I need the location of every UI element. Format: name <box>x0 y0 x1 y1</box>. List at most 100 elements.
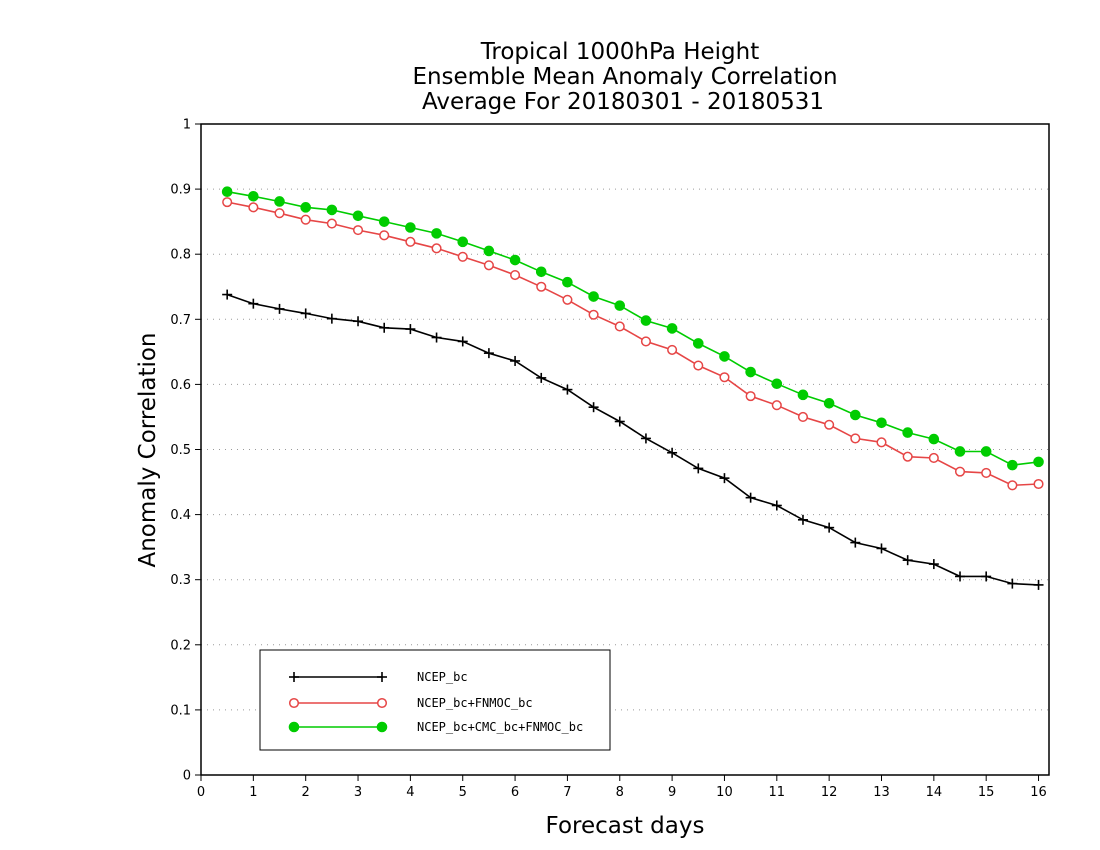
data-point <box>588 309 599 320</box>
y-axis: 0 0.1 0.2 0.3 0.4 0.5 0.6 0.7 0.8 0.9 1 <box>170 118 201 784</box>
data-point <box>588 291 599 302</box>
data-point <box>824 522 835 533</box>
data-point <box>719 372 730 383</box>
x-tick-label: 13 <box>873 785 890 800</box>
data-point <box>693 360 704 371</box>
data-point <box>510 269 521 281</box>
data-point <box>614 321 625 332</box>
series-line <box>226 293 1039 586</box>
series-layer <box>221 186 1044 590</box>
data-point <box>797 514 808 525</box>
x-tick-label: 12 <box>821 785 838 800</box>
data-point <box>614 300 626 311</box>
data-point <box>980 446 992 457</box>
data-point <box>824 419 835 430</box>
x-tick-label: 10 <box>716 785 733 800</box>
data-point <box>222 197 233 208</box>
legend-label: NCEP_bc+FNMOC_bc <box>417 696 533 710</box>
legend-label: NCEP_bc <box>417 670 468 684</box>
x-tick-label: 6 <box>511 785 519 800</box>
data-point <box>954 466 966 477</box>
data-point <box>221 186 233 198</box>
data-point <box>771 378 783 390</box>
data-point <box>745 366 756 378</box>
data-point <box>614 416 625 427</box>
data-point <box>431 228 442 239</box>
data-point <box>981 571 992 582</box>
data-point <box>823 397 835 409</box>
data-point <box>457 251 468 262</box>
data-point <box>483 245 495 257</box>
data-point <box>405 236 416 247</box>
data-point <box>1007 459 1018 471</box>
series-line <box>227 201 1039 487</box>
data-point <box>457 236 469 248</box>
data-point <box>248 190 259 202</box>
y-tick-label: 0 <box>183 769 191 784</box>
data-point <box>902 451 913 462</box>
data-point <box>693 463 704 474</box>
data-point <box>850 409 861 421</box>
y-tick-label: 0.8 <box>170 248 191 263</box>
data-point <box>536 281 547 292</box>
x-tick-label: 2 <box>302 785 310 800</box>
title-line-1: Tropical 1000hPa Height <box>480 39 760 65</box>
legend-marker <box>289 672 299 682</box>
data-point <box>928 452 939 464</box>
legend-item-3: NCEP_bc+CMC_bc+FNMOC_bc <box>288 720 583 734</box>
data-point <box>483 348 494 359</box>
data-point <box>248 202 259 213</box>
data-point <box>562 294 573 305</box>
data-point <box>274 196 285 207</box>
x-tick-label: 9 <box>668 785 676 800</box>
legend-item-1: NCEP_bc <box>289 670 468 684</box>
title-line-3: Average For 20180301 - 20180531 <box>422 89 824 115</box>
legend-box <box>259 649 611 751</box>
series-2 <box>222 197 1044 491</box>
data-point <box>378 216 390 227</box>
data-point <box>562 276 573 288</box>
y-axis-label: Anomaly Correlation <box>135 332 161 567</box>
data-point <box>667 344 678 355</box>
data-point <box>353 316 364 327</box>
chart-title: Tropical 1000hPa Height Ensemble Mean An… <box>412 39 837 115</box>
x-tick-label: 16 <box>1030 785 1047 800</box>
data-point <box>405 324 416 335</box>
data-point <box>431 332 442 343</box>
data-point <box>300 202 311 213</box>
data-point <box>719 473 730 484</box>
data-point <box>536 372 547 383</box>
y-tick-label: 0.1 <box>170 703 191 718</box>
y-tick-label: 0.6 <box>170 378 191 393</box>
x-tick-label: 1 <box>249 785 257 800</box>
data-point <box>535 266 547 278</box>
x-tick-label: 0 <box>197 785 205 800</box>
data-point <box>562 384 573 395</box>
data-point <box>510 355 521 366</box>
legend-marker <box>288 697 300 709</box>
data-point <box>640 433 651 444</box>
data-point <box>326 313 337 324</box>
data-point <box>1033 478 1044 490</box>
data-point <box>797 411 809 423</box>
x-tick-label: 4 <box>406 785 414 800</box>
data-point <box>850 433 861 444</box>
data-point <box>954 446 966 457</box>
legend: NCEP_bc NCEP_bc+FNMOC_bc NCEP_bc+CMC_bc+FN… <box>259 649 611 751</box>
data-point <box>902 427 913 438</box>
y-tick-label: 0.7 <box>170 313 191 328</box>
x-axis-label: Forecast days <box>546 813 705 839</box>
y-tick-label: 0.5 <box>170 443 191 458</box>
legend-label: NCEP_bc+CMC_bc+FNMOC_bc <box>417 720 583 734</box>
legend-item-2: NCEP_bc+FNMOC_bc <box>288 696 533 710</box>
data-point <box>326 218 337 229</box>
data-point <box>352 210 364 222</box>
data-point <box>876 543 887 554</box>
data-point <box>326 204 338 216</box>
x-tick-label: 7 <box>563 785 571 800</box>
y-tick-label: 0.3 <box>170 573 191 588</box>
data-point <box>222 289 233 300</box>
legend-marker <box>288 721 300 733</box>
data-point <box>640 315 652 326</box>
